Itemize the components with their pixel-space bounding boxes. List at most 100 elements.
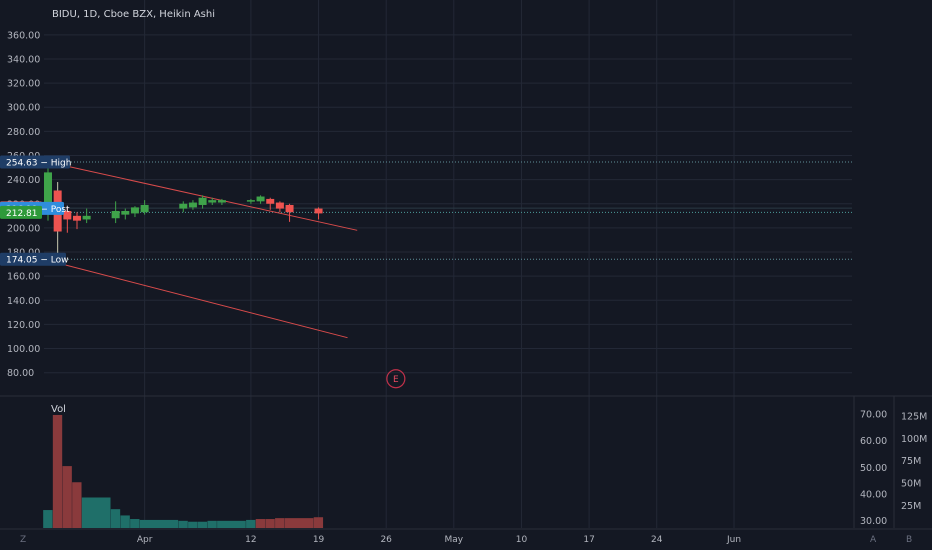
candle[interactable] — [208, 197, 217, 205]
trendline[interactable] — [47, 259, 348, 339]
volume-bar — [139, 519, 179, 528]
candle-body — [82, 215, 91, 220]
candle-body — [111, 211, 120, 219]
volume-left-tick-label: 50.00 — [860, 463, 887, 474]
price-labels: 254.63 − High216.56216.19 − Post212.8117… — [0, 155, 71, 266]
candle[interactable] — [111, 201, 120, 224]
price-label: 174.05 − Low — [0, 252, 68, 266]
candle-body — [256, 196, 265, 202]
candle-body — [72, 215, 81, 221]
price-label-text: 212.81 — [6, 209, 38, 219]
volume-bar — [207, 520, 217, 528]
volume-bar — [255, 519, 266, 528]
earnings-marker[interactable]: E — [386, 369, 406, 389]
event-markers[interactable]: E — [386, 369, 406, 389]
volume-left-tick-label: 60.00 — [860, 436, 887, 447]
candle-body — [140, 204, 149, 213]
volume-right-tick-label: 75M — [901, 456, 921, 467]
price-label-text: 254.63 − High — [6, 158, 71, 168]
price-tick-label: 300.00 — [7, 103, 40, 114]
volume-bar — [265, 519, 275, 528]
candle-body — [285, 204, 294, 213]
x-tick-label: Jun — [726, 535, 741, 545]
volume-bar — [246, 519, 256, 528]
candle-body — [198, 197, 207, 205]
bottom-left-button[interactable]: Z — [20, 535, 26, 545]
price-tick-label: 120.00 — [7, 320, 40, 331]
volume-right-tick-label: 25M — [901, 501, 921, 512]
z-button-label[interactable]: Z — [20, 535, 26, 545]
volume-axis-left[interactable]: 70.00 60.00 50.00 40.00 30.00 — [860, 410, 887, 528]
candle-body — [208, 200, 217, 203]
volume-bar — [275, 518, 285, 528]
bottom-right-buttons[interactable]: A B — [870, 535, 912, 545]
volume-bar — [81, 497, 111, 528]
time-axis[interactable]: Apr 12 19 26 May 10 17 24 Jun — [137, 535, 741, 545]
price-label: 212.81 — [0, 205, 42, 219]
x-tick-label: 17 — [583, 535, 594, 545]
volume-bar — [284, 518, 314, 528]
candle[interactable] — [121, 208, 130, 220]
price-tick-label: 240.00 — [7, 175, 40, 186]
price-tick-label: 280.00 — [7, 127, 40, 138]
volume-bar — [72, 482, 82, 528]
price-label-box — [0, 205, 42, 219]
price-tick-label: 360.00 — [7, 30, 40, 41]
candle-body — [121, 211, 130, 215]
pane-separators — [0, 395, 932, 530]
volume-bar — [313, 517, 324, 528]
candle[interactable] — [130, 206, 139, 218]
x-tick-label: 12 — [245, 535, 256, 545]
candle-body — [217, 200, 226, 203]
candle-body — [266, 198, 275, 204]
vol-label: Vol — [51, 404, 66, 415]
x-tick-label: 10 — [516, 535, 528, 545]
candle-body — [314, 208, 323, 214]
volume-bar — [217, 520, 246, 528]
candle[interactable] — [198, 195, 207, 209]
volume-right-tick-label: 50M — [901, 479, 921, 490]
candle[interactable] — [314, 207, 323, 220]
price-tick-label: 100.00 — [7, 344, 40, 355]
b-button-label[interactable]: B — [906, 535, 912, 545]
x-tick-label: May — [445, 535, 464, 545]
volume-bars[interactable] — [43, 414, 324, 528]
candle[interactable] — [256, 195, 265, 204]
price-tick-label: 340.00 — [7, 54, 40, 65]
x-tick-label: 19 — [313, 535, 325, 545]
x-tick-label: Apr — [137, 535, 153, 545]
price-label-box — [0, 155, 70, 169]
candle[interactable] — [188, 200, 197, 210]
candle[interactable] — [140, 200, 149, 215]
candle-body — [63, 211, 72, 220]
volume-right-tick-label: 100M — [901, 434, 927, 445]
candle-body — [44, 172, 52, 204]
volume-bar — [178, 520, 188, 528]
price-tick-label: 160.00 — [7, 272, 40, 283]
candle[interactable] — [285, 203, 294, 222]
price-level-lines — [44, 161, 852, 260]
candle[interactable] — [63, 207, 72, 233]
volume-bar — [110, 509, 121, 528]
candle[interactable] — [82, 208, 91, 224]
candle[interactable] — [275, 201, 284, 213]
volume-axis-right[interactable]: 125M 100M 75M 50M 25M — [901, 411, 927, 512]
candle-body — [130, 207, 139, 214]
volume-left-tick-label: 30.00 — [860, 516, 887, 527]
candle-body — [275, 202, 284, 209]
candle[interactable] — [246, 198, 255, 204]
price-label-box — [0, 252, 66, 266]
price-tick-label: 80.00 — [7, 368, 34, 379]
candle[interactable] — [266, 197, 275, 210]
candle[interactable] — [217, 198, 226, 205]
candle[interactable] — [179, 201, 188, 213]
x-tick-label: 24 — [651, 535, 663, 545]
a-button-label[interactable]: A — [870, 535, 877, 545]
volume-bar — [62, 466, 72, 528]
volume-bar — [130, 519, 140, 528]
volume-bar — [120, 515, 130, 528]
candle[interactable] — [72, 212, 81, 230]
price-tick-label: 320.00 — [7, 79, 40, 90]
